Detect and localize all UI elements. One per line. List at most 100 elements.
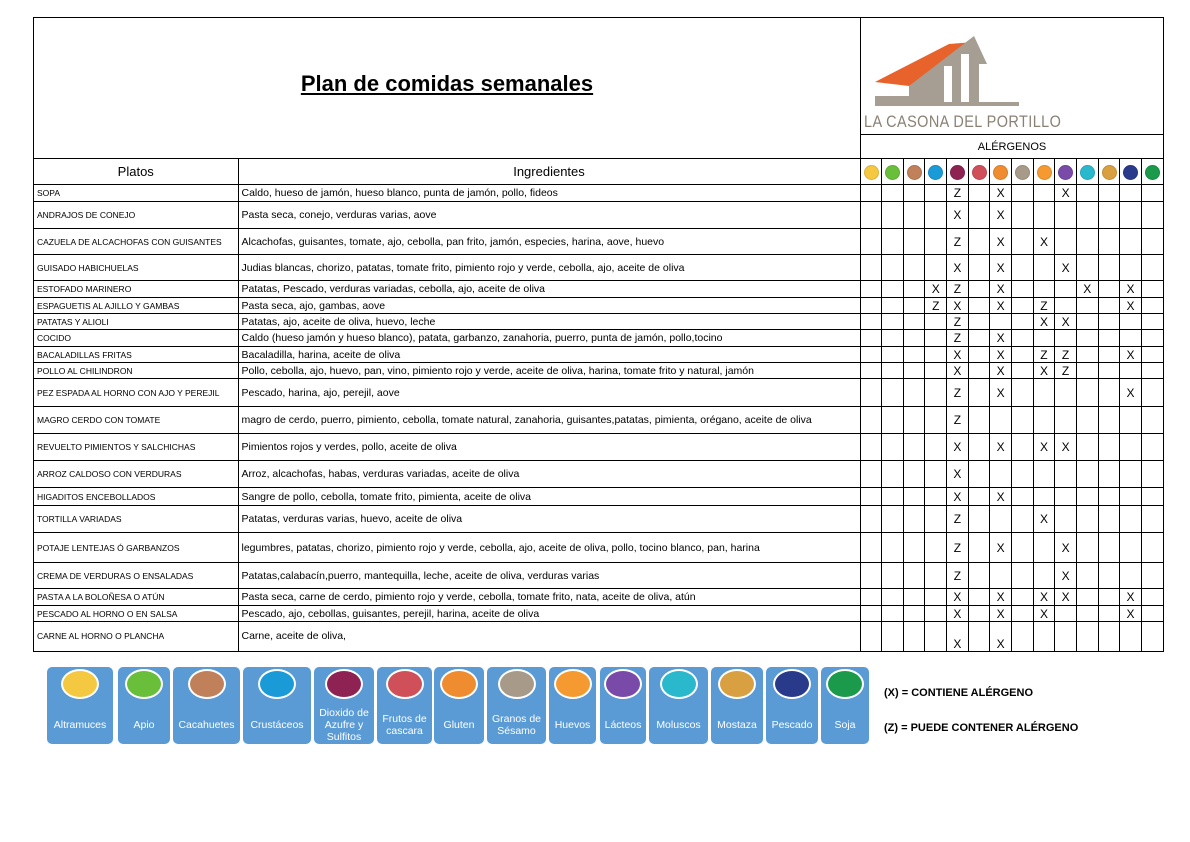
- dish-ingredients: Sangre de pollo, cebolla, tomate frito, …: [237, 487, 861, 506]
- allergen-mark: X: [1054, 254, 1077, 281]
- allergen-mark: [902, 184, 926, 202]
- allergen-column-header: [902, 159, 926, 185]
- allergen-mark: [1010, 487, 1034, 506]
- allergen-mark: [1054, 228, 1077, 255]
- allergen-mark: [881, 362, 904, 379]
- dish-name: POLLO AL CHILINDRON: [34, 362, 239, 379]
- allergen-mark: [1140, 313, 1163, 330]
- allergen-mark: [1054, 329, 1077, 347]
- allergen-mark: Z: [946, 505, 969, 533]
- allergen-mark: [1097, 346, 1121, 363]
- allergen-mark: [859, 460, 883, 488]
- dish-ingredients: Arroz, alcachofas, habas, verduras varia…: [237, 460, 861, 488]
- table-row: PESCADO AL HORNO O EN SALSA Pescado, ajo,…: [34, 605, 1163, 622]
- allergen-mark: [967, 588, 991, 606]
- allergen-mark: [1010, 532, 1034, 563]
- dish-name: PATATAS Y ALIOLI: [34, 313, 239, 330]
- allergen-mark: [1140, 433, 1163, 461]
- legend-label: Crustáceos: [250, 719, 304, 731]
- allergen-mark: [1097, 201, 1121, 229]
- allergen-mark: [924, 433, 948, 461]
- allergen-mark: [1010, 280, 1034, 298]
- dish-ingredients: Judias blancas, chorizo, patatas, tomate…: [237, 254, 861, 281]
- allergen-mark: [902, 228, 926, 255]
- allergen-column-header: [967, 159, 991, 185]
- allergen-mark: [967, 605, 991, 622]
- allergen-mark: [1010, 433, 1034, 461]
- allergen-mark: [1010, 406, 1034, 434]
- allergen-mark: [881, 201, 904, 229]
- allergen-mark: X: [1032, 433, 1056, 461]
- allergen-mark: [859, 532, 883, 563]
- allergen-mark: [1119, 406, 1142, 434]
- allergen-mark: [1075, 184, 1099, 202]
- meal-plan-sheet: Plan de comidas semanales LA CASONA DEL …: [33, 17, 1164, 652]
- allergen-mark: X: [989, 378, 1012, 407]
- allergen-mark: [1097, 532, 1121, 563]
- allergen-mark: [1140, 201, 1163, 229]
- allergen-mark: [881, 588, 904, 606]
- allergen-mark: X: [1054, 532, 1077, 563]
- allergen-mark: [1140, 621, 1163, 651]
- allergen-mark: [1075, 562, 1099, 589]
- allergen-mark: [1032, 621, 1056, 651]
- logo: LA CASONA DEL PORTILLO: [861, 18, 1163, 135]
- dish-ingredients: Caldo (hueso jamón y hueso blanco), pata…: [237, 329, 861, 347]
- table-row: ESTOFADO MARINERO Patatas, Pescado, verdu…: [34, 280, 1163, 298]
- allergen-mark: [1097, 562, 1121, 589]
- allergen-mark: [1140, 487, 1163, 506]
- milk-jug-icon: [1058, 164, 1074, 180]
- allergen-mark: [1010, 346, 1034, 363]
- allergen-mark: Z: [946, 280, 969, 298]
- allergen-mark: [1054, 505, 1077, 533]
- title-cell: Plan de comidas semanales: [34, 18, 861, 158]
- allergen-mark: [1010, 378, 1034, 407]
- dish-ingredients: Patatas, Pescado, verduras variadas, ceb…: [237, 280, 861, 298]
- dish-ingredients: Pescado, harina, ajo, perejil, aove: [237, 378, 861, 407]
- allergen-mark: X: [1054, 184, 1077, 202]
- table-row: TORTILLA VARIADAS Patatas, verduras varia…: [34, 505, 1163, 533]
- allergen-mark: X: [1075, 280, 1099, 298]
- dish-name: ARROZ CALDOSO CON VERDURAS: [34, 460, 239, 488]
- allergen-mark: [902, 621, 926, 651]
- allergen-mark: [1119, 184, 1142, 202]
- allergen-mark: X: [1119, 378, 1142, 407]
- allergen-mark: [859, 433, 883, 461]
- allergen-mark: [1075, 487, 1099, 506]
- allergen-mark: [989, 562, 1012, 589]
- table-row: COCIDO Caldo (hueso jamón y hueso blanco)…: [34, 329, 1163, 347]
- allergen-mark: [881, 280, 904, 298]
- allergen-mark: [859, 184, 883, 202]
- table-header-row: Platos Ingredientes: [34, 159, 1163, 185]
- sulfite-icon: [950, 164, 966, 180]
- allergen-mark: X: [946, 254, 969, 281]
- sesame-icon: [1014, 164, 1030, 180]
- allergen-mark: [967, 297, 991, 314]
- allergen-mark: [1140, 280, 1163, 298]
- allergen-mark: [1097, 184, 1121, 202]
- sesame-icon: [497, 669, 536, 699]
- allergen-mark: X: [989, 228, 1012, 255]
- allergen-mark: [859, 329, 883, 347]
- allergen-mark: X: [989, 621, 1012, 651]
- table-row: ESPAGUETIS AL AJILLO Y GAMBAS Pasta seca,…: [34, 297, 1163, 314]
- allergen-mark: [1119, 487, 1142, 506]
- allergen-mark: [1010, 605, 1034, 622]
- allergen-mark: [1032, 201, 1056, 229]
- allergen-mark: X: [924, 280, 948, 298]
- allergen-mark: [1097, 280, 1121, 298]
- allergen-mark: X: [1119, 346, 1142, 363]
- allergen-mark: [881, 329, 904, 347]
- dish-ingredients: Pasta seca, conejo, verduras varias, aov…: [237, 201, 861, 229]
- allergen-mark: [859, 588, 883, 606]
- allergen-mark: [1010, 313, 1034, 330]
- allergen-mark: [1054, 297, 1077, 314]
- allergen-mark: [1075, 605, 1099, 622]
- allergen-mark: [924, 362, 948, 379]
- allergen-mark: [1075, 433, 1099, 461]
- dish-name: BACALADILLAS FRITAS: [34, 346, 239, 363]
- allergen-mark: [902, 378, 926, 407]
- soy-icon: [1144, 164, 1160, 180]
- allergen-mark: [902, 201, 926, 229]
- legend-item: Frutos de cascara: [377, 667, 432, 744]
